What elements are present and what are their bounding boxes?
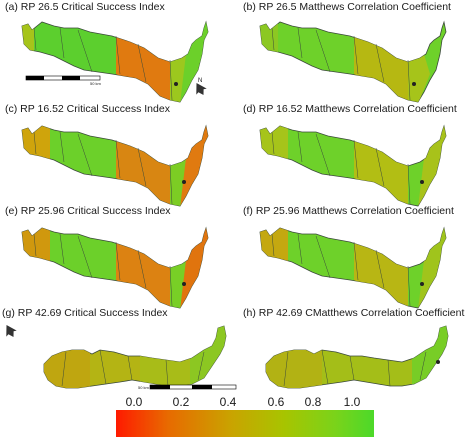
- legend-tick-2: 0.4: [219, 395, 237, 409]
- panel-label-b: (b) RP 26.5 Matthews Correlation Coeffic…: [243, 1, 451, 13]
- panel-label-a: (a) RP 26.5 Critical Success Index: [5, 1, 165, 13]
- scale-bar-top: [25, 75, 101, 81]
- map-panel-d: [259, 125, 447, 207]
- map-panel-a: [21, 21, 209, 103]
- scale-bar-top-label: 50 km: [90, 81, 101, 86]
- map-panel-c: [21, 125, 209, 207]
- map-panel-b: [259, 21, 447, 103]
- panel-label-f: (f) RP 25.96 Matthews Correlation Coeffi…: [243, 205, 454, 217]
- map-panel-e: [21, 227, 209, 309]
- map-panel-f: [259, 227, 447, 309]
- north-arrow-icon-g: [6, 324, 17, 338]
- map-panel-g: [43, 325, 227, 389]
- north-arrow-icon: [196, 82, 207, 96]
- scale-bar-bottom-label: 50 km: [138, 385, 149, 390]
- panel-label-e: (e) RP 25.96 Critical Success Index: [5, 205, 171, 217]
- map-panel-h: [265, 325, 449, 389]
- legend-colorbar: [116, 410, 374, 437]
- legend-tick-3: 0.6: [267, 395, 285, 409]
- legend-tick-0: 0.0: [125, 395, 143, 409]
- panel-label-d: (d) RP 16.52 Matthews Correlation Coeffi…: [243, 103, 457, 115]
- legend-tick-1: 0.2: [172, 395, 190, 409]
- scale-bar-bottom: [149, 384, 237, 390]
- panel-label-c: (c) RP 16.52 Critical Success Index: [5, 103, 170, 115]
- legend-tick-5: 1.0: [343, 395, 361, 409]
- panel-label-g: (g) RP 42.69 Critical Success Index: [2, 307, 168, 319]
- legend-tick-4: 0.8: [304, 395, 322, 409]
- panel-label-h: (h) RP 42.69 CMatthews Correlation Coeff…: [243, 307, 465, 319]
- north-arrow-label: N: [198, 78, 203, 84]
